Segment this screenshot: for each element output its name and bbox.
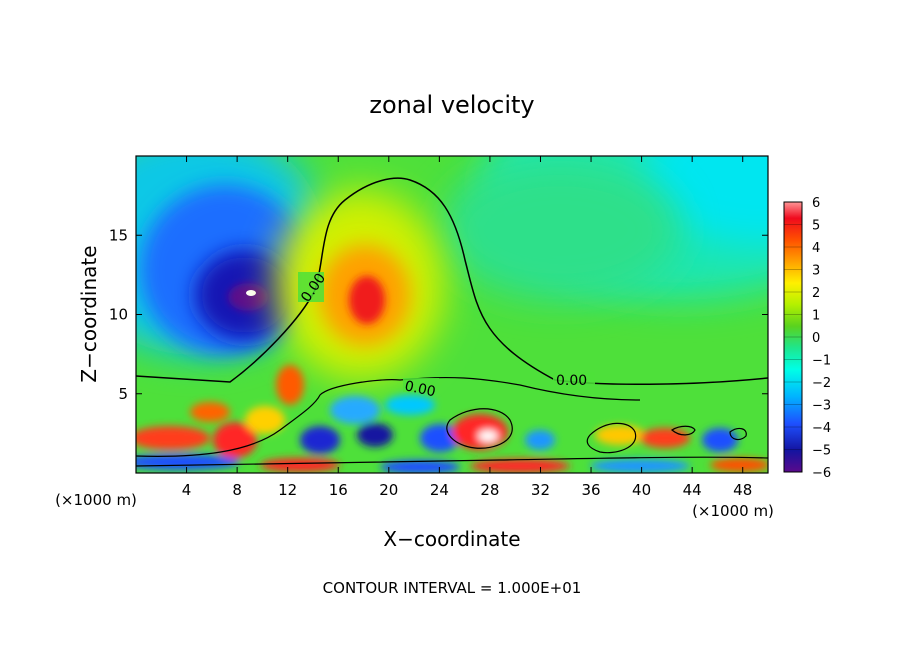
patch xyxy=(420,424,460,452)
contour-label: 0.00 xyxy=(556,373,587,389)
x-tick-label: 36 xyxy=(581,481,600,499)
patch xyxy=(260,458,340,472)
colorbar-tick-label: 1 xyxy=(812,309,820,324)
x-axis-label: X−coordinate xyxy=(383,527,520,551)
patch xyxy=(478,430,498,442)
patch xyxy=(702,428,738,452)
contour-interval-footer: CONTOUR INTERVAL = 1.000E+01 xyxy=(323,579,582,597)
contour-label: 0.00 xyxy=(403,378,437,400)
x-tick-label: 40 xyxy=(632,481,651,499)
chart-title: zonal velocity xyxy=(369,91,534,119)
colorbar-tick-label: −2 xyxy=(812,376,831,391)
colorbar-tick-label: −4 xyxy=(812,421,831,436)
patch xyxy=(213,422,257,458)
colorbar: 6 5 4 3 2 1 0 −1 −2 −3 −4 −5 −6 xyxy=(783,196,831,481)
patch xyxy=(276,365,304,405)
field-teal-mid-right xyxy=(440,160,680,300)
patch xyxy=(190,402,230,422)
x-tick-label: 20 xyxy=(379,481,398,499)
field-red-core xyxy=(349,276,385,324)
patch xyxy=(136,426,210,450)
colorbar-tick-label: 0 xyxy=(812,331,820,346)
x-tick-label: 24 xyxy=(430,481,449,499)
field-white-core xyxy=(246,290,256,296)
patch xyxy=(330,396,380,424)
colorbar-tick-label: 3 xyxy=(812,264,820,279)
field-cyan-corner xyxy=(640,156,768,245)
zero-contour-closed xyxy=(729,427,747,441)
x-unit-label-right: (×1000 m) xyxy=(692,502,774,520)
patch xyxy=(452,414,508,450)
patch xyxy=(300,426,340,454)
colorbar-tick-label: −5 xyxy=(812,444,831,459)
boundary-layer xyxy=(136,365,768,473)
y-tick-label: 10 xyxy=(109,306,128,324)
colorbar-tick-label: 5 xyxy=(812,219,820,234)
x-tick-label: 8 xyxy=(232,481,242,499)
x-tick-label: 44 xyxy=(683,481,702,499)
zero-contour-bottom xyxy=(136,456,768,467)
zero-contour-lower xyxy=(136,376,641,457)
patch xyxy=(245,406,285,434)
patch xyxy=(590,459,690,473)
colorbar-tick-label: 4 xyxy=(812,241,820,256)
contour-label-bg xyxy=(403,378,439,392)
colorbar-tick-label: 6 xyxy=(812,196,820,211)
patch xyxy=(710,458,768,472)
x-tick-label: 12 xyxy=(278,481,297,499)
contour-label-bg xyxy=(553,372,595,386)
zero-contour-closed xyxy=(586,422,637,454)
x-tick-label: 28 xyxy=(480,481,499,499)
x-tick-label: 32 xyxy=(531,481,550,499)
patch xyxy=(470,459,570,473)
x-tick-label: 48 xyxy=(733,481,752,499)
patch xyxy=(595,425,645,445)
y-tick-label: 15 xyxy=(109,226,128,244)
patch xyxy=(640,428,690,448)
x-unit-label-left: (×1000 m) xyxy=(55,491,137,509)
zero-contour-closed xyxy=(446,408,513,449)
patch xyxy=(380,460,460,473)
colorbar-tick-label: 2 xyxy=(812,286,820,301)
patch xyxy=(385,395,435,415)
y-axis-label: Z−coordinate xyxy=(77,245,101,382)
zero-contour-closed xyxy=(670,425,696,436)
x-tick-label: 16 xyxy=(329,481,348,499)
colorbar-ticks: 6 5 4 3 2 1 0 −1 −2 −3 −4 −5 −6 xyxy=(784,196,831,481)
velocity-field xyxy=(136,156,768,473)
colorbar-tick-label: −1 xyxy=(812,354,831,369)
field-purple-core xyxy=(228,283,268,311)
y-tick-label: 5 xyxy=(118,385,128,403)
colorbar-tick-label: −6 xyxy=(812,466,831,481)
x-axis-ticks: 4 8 12 16 20 24 28 32 36 40 44 48 xyxy=(182,156,752,499)
y-axis-ticks: 5 10 15 xyxy=(109,226,768,403)
x-tick-label: 4 xyxy=(182,481,192,499)
patch xyxy=(357,423,393,447)
patch xyxy=(525,430,555,450)
colorbar-tick-label: −3 xyxy=(812,399,831,414)
contour-label-bg xyxy=(298,272,324,302)
